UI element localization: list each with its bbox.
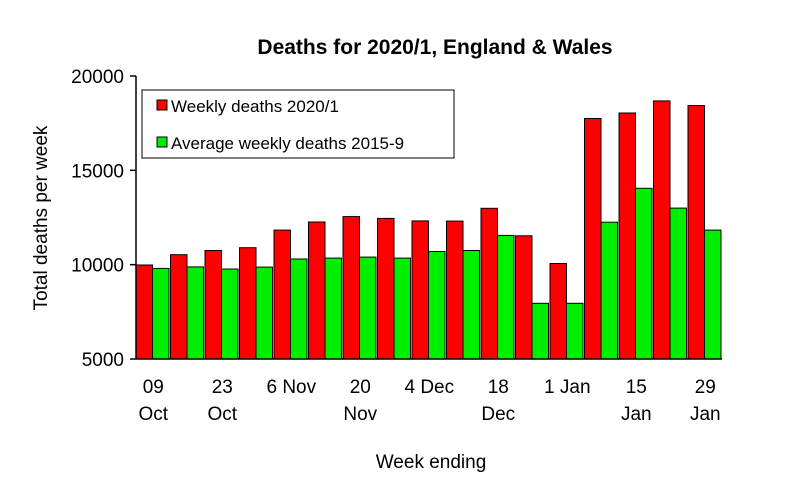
bar-weekly-2 <box>204 250 222 360</box>
bar-weekly-9 <box>446 220 464 360</box>
x-tick-label: 20 <box>350 377 371 398</box>
legend-label-average: Average weekly deaths 2015-9 <box>171 134 404 153</box>
x-tick-label-month: Oct <box>139 404 169 425</box>
bar-average-6 <box>359 256 377 360</box>
bar-weekly-14 <box>618 112 636 360</box>
bar-weekly-11 <box>515 235 533 360</box>
x-tick-label-month: Jan <box>690 404 721 425</box>
bar-weekly-5 <box>308 221 326 360</box>
bar-average-12 <box>566 302 584 360</box>
bar-weekly-0 <box>135 264 153 360</box>
bar-weekly-16 <box>687 105 705 360</box>
x-tick-label: 29 <box>695 377 716 398</box>
y-tick-label: 20000 <box>71 67 124 88</box>
bar-average-2 <box>221 268 239 360</box>
y-ticks-group: 5000 10000 15000 20000 <box>71 67 136 371</box>
y-tick-label: 10000 <box>71 256 124 277</box>
x-tick-label-month: Nov <box>343 404 377 425</box>
legend-box <box>141 89 455 159</box>
bar-weekly-8 <box>411 220 429 360</box>
x-axis-label: Week ending <box>376 452 487 473</box>
bar-average-9 <box>462 250 480 360</box>
bar-average-1 <box>186 266 204 360</box>
legend: Weekly deaths 2020/1 Average weekly deat… <box>141 89 455 159</box>
bar-average-3 <box>255 266 273 360</box>
bar-weekly-1 <box>170 254 188 360</box>
legend-swatch-weekly <box>156 99 168 111</box>
x-tick-label: 4 Dec <box>404 377 454 398</box>
bar-weekly-13 <box>584 118 602 360</box>
x-tick-label: 1 Jan <box>544 377 590 398</box>
bar-average-0 <box>152 267 170 360</box>
bar-weekly-15 <box>653 100 671 360</box>
x-ticks-group: 09 Oct 23 Oct 6 Nov 20 Nov 4 Dec 18 Dec 1 Jan 15 Jan… <box>139 377 721 425</box>
bar-weekly-3 <box>239 247 257 360</box>
chart-title: Deaths for 2020/1, England & Wales <box>257 36 612 59</box>
legend-swatch-average <box>156 136 168 148</box>
bar-average-11 <box>531 302 549 360</box>
x-tick-label: 18 <box>488 377 509 398</box>
x-tick-label: 09 <box>143 377 164 398</box>
legend-label-weekly: Weekly deaths 2020/1 <box>171 97 339 116</box>
x-tick-label: 23 <box>212 377 233 398</box>
bar-average-7 <box>393 257 411 360</box>
bar-average-13 <box>600 221 618 360</box>
bar-average-16 <box>704 229 722 360</box>
y-tick-label: 15000 <box>71 161 124 182</box>
bar-average-10 <box>497 234 515 360</box>
x-tick-label: 15 <box>626 377 647 398</box>
y-tick-label: 5000 <box>82 350 124 371</box>
bar-average-5 <box>324 257 342 360</box>
bars-group <box>135 100 722 360</box>
bar-weekly-4 <box>273 229 291 360</box>
x-tick-label: 6 Nov <box>266 377 316 398</box>
y-axis-label: Total deaths per week <box>31 125 52 310</box>
bar-average-14 <box>635 187 653 360</box>
bar-average-4 <box>290 258 308 360</box>
bar-weekly-6 <box>342 216 360 360</box>
bar-weekly-7 <box>377 217 395 360</box>
bar-average-8 <box>428 251 446 360</box>
x-tick-label-month: Jan <box>621 404 652 425</box>
x-tick-label-month: Oct <box>208 404 238 425</box>
bar-weekly-10 <box>480 207 498 360</box>
bar-average-15 <box>669 207 687 360</box>
x-tick-label-month: Dec <box>481 404 515 425</box>
bar-weekly-12 <box>549 263 567 360</box>
